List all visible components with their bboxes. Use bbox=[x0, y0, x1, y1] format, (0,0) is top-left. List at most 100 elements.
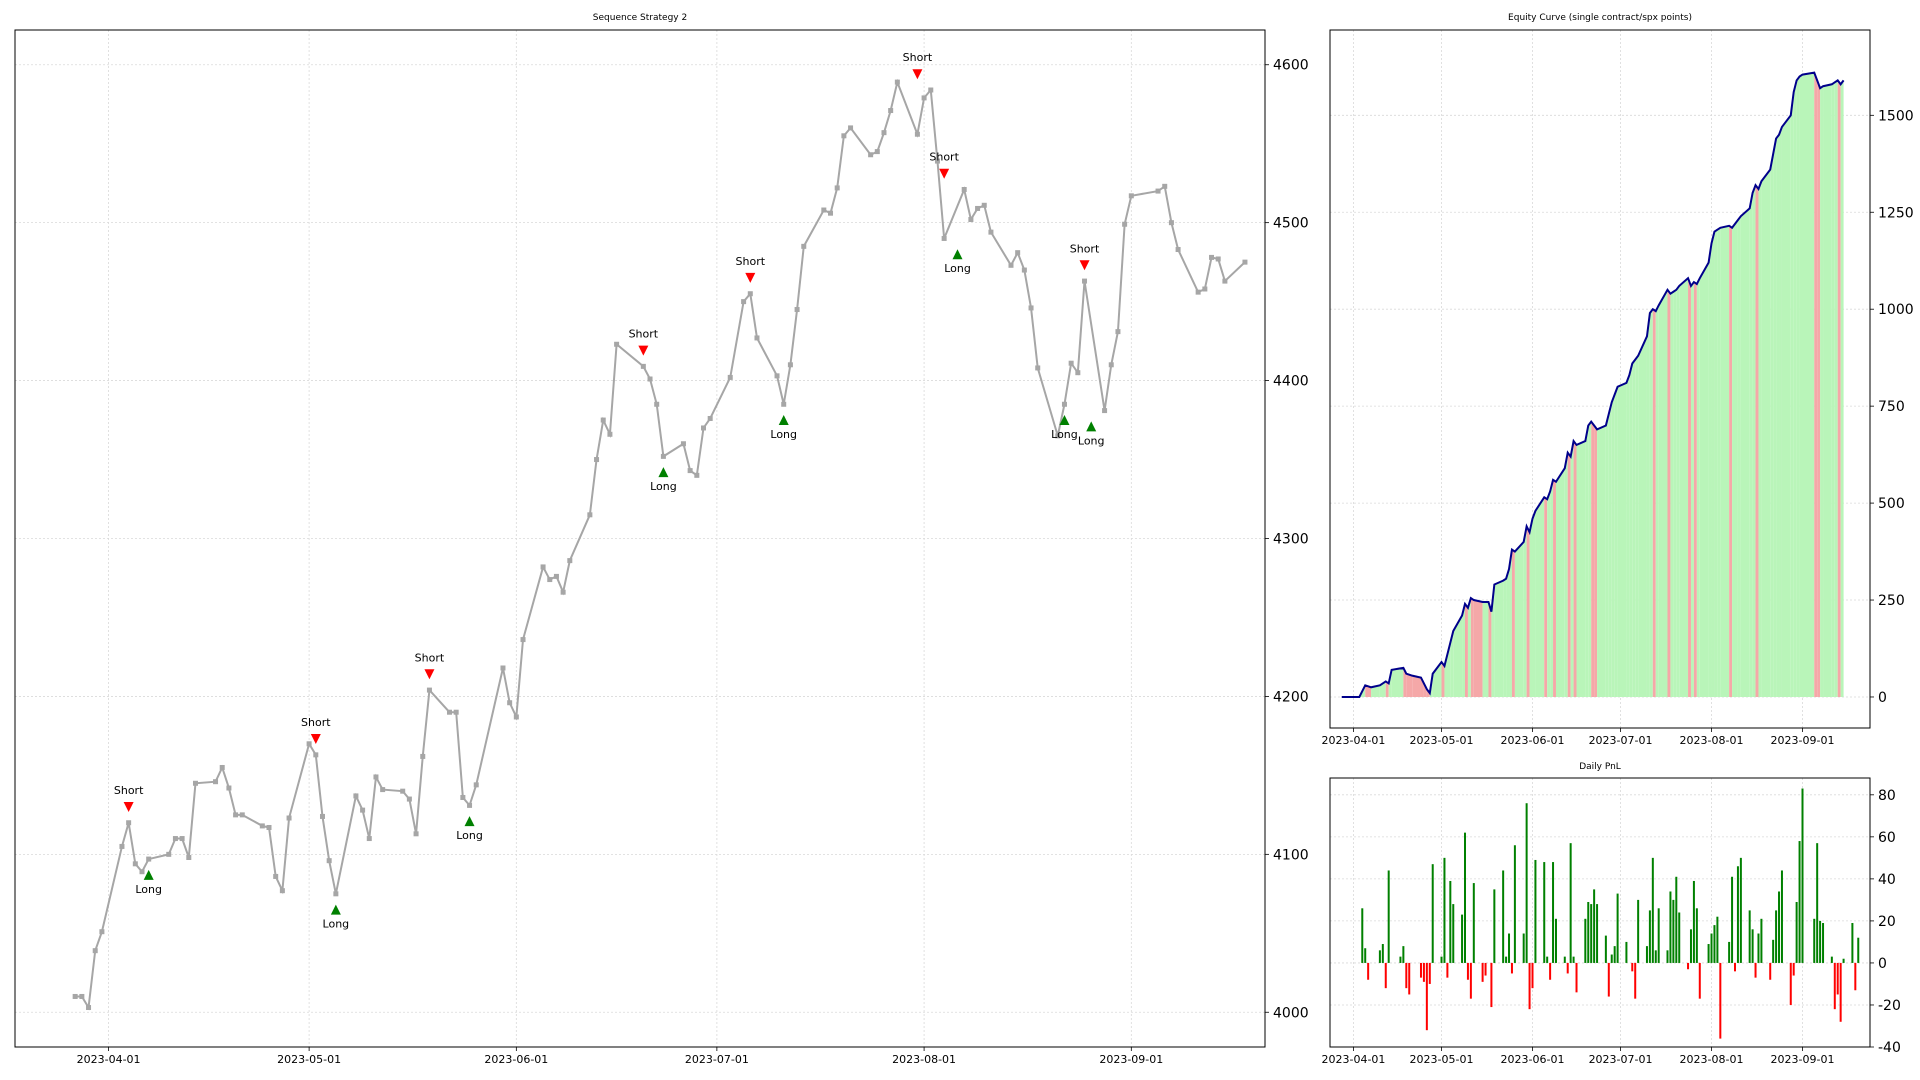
pnl-bar-positive bbox=[1493, 889, 1496, 963]
long-marker bbox=[952, 249, 963, 260]
equity-line bbox=[1341, 71, 1845, 698]
equity-fill-segment bbox=[1509, 549, 1512, 697]
pnl-bar-positive bbox=[1757, 933, 1760, 963]
y-tick-label: 1500 bbox=[1878, 108, 1914, 124]
equity-fill-segment bbox=[1564, 452, 1568, 697]
pnl-bar-positive bbox=[1534, 859, 1537, 963]
price-chart-panel: Sequence Strategy 2 2023-04-01 2023-05-01… bbox=[14, 13, 1309, 1066]
price-chart: 2023-04-01 2023-05-01 2023-06-01 2023-07-01… bbox=[14, 29, 1309, 1066]
equity-fill-segment bbox=[1688, 278, 1691, 697]
equity-fill-segment bbox=[1567, 452, 1571, 697]
price-point bbox=[587, 512, 593, 518]
pnl-bar-negative bbox=[1769, 962, 1772, 980]
price-point bbox=[319, 813, 325, 819]
equity-fill-segment bbox=[1752, 185, 1756, 697]
price-point bbox=[179, 836, 185, 842]
equity-chart-title: Equity Curve (single contract/spx points… bbox=[1508, 13, 1692, 23]
pnl-bar-positive bbox=[1464, 832, 1466, 963]
price-point bbox=[172, 836, 178, 842]
price-point bbox=[1195, 289, 1201, 295]
equity-fill-segment bbox=[1453, 615, 1463, 697]
price-point bbox=[654, 401, 660, 407]
y-tick-label: 4600 bbox=[1273, 58, 1309, 74]
price-point bbox=[1128, 193, 1134, 199]
price-point bbox=[1015, 250, 1021, 256]
equity-fill-segment bbox=[1717, 227, 1721, 697]
pnl-bar-positive bbox=[1713, 925, 1716, 963]
pnl-bar-positive bbox=[1381, 944, 1384, 963]
price-point bbox=[821, 207, 827, 213]
pnl-bar-positive bbox=[1399, 956, 1402, 963]
price-point bbox=[239, 812, 245, 818]
axes-frame bbox=[1329, 777, 1871, 1048]
y-tick-label: 750 bbox=[1878, 399, 1905, 415]
pnl-bar-negative bbox=[1792, 962, 1795, 976]
price-point bbox=[794, 307, 800, 313]
equity-fill-segment bbox=[1758, 181, 1762, 697]
price-point bbox=[680, 441, 686, 447]
price-point bbox=[828, 210, 834, 216]
pnl-bar-positive bbox=[1775, 910, 1778, 963]
price-point bbox=[754, 335, 760, 341]
equity-fill-segment bbox=[1646, 313, 1650, 697]
pnl-bar-positive bbox=[1748, 910, 1751, 963]
price-point bbox=[841, 133, 847, 139]
x-tick-label: 2023-06-01 bbox=[484, 1053, 548, 1066]
price-point bbox=[968, 217, 974, 223]
pnl-bar-positive bbox=[1572, 956, 1575, 963]
long-marker bbox=[778, 415, 789, 426]
pnl-bar-positive bbox=[1813, 918, 1816, 963]
short-label: Short bbox=[415, 651, 445, 664]
x-tick-label: 2023-05-01 bbox=[1410, 734, 1474, 747]
long-marker bbox=[143, 869, 154, 880]
axes-frame bbox=[1329, 29, 1871, 729]
price-point bbox=[79, 993, 85, 999]
equity-fill-segment bbox=[1667, 289, 1671, 697]
pnl-bar-negative bbox=[1854, 962, 1857, 991]
price-point bbox=[333, 891, 339, 897]
equity-fill-segment bbox=[1514, 541, 1524, 697]
price-point bbox=[600, 417, 606, 423]
equity-fill-segment bbox=[1720, 225, 1730, 697]
pnl-bar-negative bbox=[1428, 962, 1431, 984]
price-point bbox=[540, 564, 546, 570]
pnl-bar-positive bbox=[1692, 880, 1695, 963]
pnl-bar-positive bbox=[1378, 950, 1381, 963]
price-point bbox=[1035, 365, 1041, 371]
price-point bbox=[560, 589, 566, 595]
equity-fill-segment bbox=[1823, 84, 1832, 697]
price-point bbox=[727, 374, 733, 380]
equity-fill-segment bbox=[1450, 631, 1454, 697]
price-point bbox=[473, 782, 479, 788]
pnl-bar-positive bbox=[1830, 956, 1833, 963]
equity-fill-segment bbox=[1779, 126, 1782, 697]
equity-fill-segment bbox=[1503, 578, 1507, 697]
pnl-bar-negative bbox=[1528, 962, 1531, 1010]
price-point bbox=[747, 291, 753, 297]
equity-fill-segment bbox=[1403, 667, 1407, 697]
price-point bbox=[132, 861, 138, 867]
price-point bbox=[259, 823, 265, 829]
price-point bbox=[1222, 278, 1228, 284]
long-label: Long bbox=[323, 918, 350, 931]
price-point bbox=[567, 558, 573, 564]
x-tick-label: 2023-09-01 bbox=[1771, 1053, 1835, 1066]
equity-fill-segment bbox=[1749, 192, 1753, 697]
pnl-bar-positive bbox=[1822, 923, 1825, 963]
equity-fill-segment bbox=[1817, 80, 1821, 697]
x-tick-label: 2023-04-01 bbox=[77, 1053, 141, 1066]
price-point bbox=[306, 741, 312, 747]
pnl-bar-positive bbox=[1604, 935, 1607, 963]
equity-fill-segment bbox=[1820, 86, 1824, 697]
price-point bbox=[868, 152, 874, 158]
equity-fill-segment bbox=[1629, 363, 1633, 697]
y-tick-label: 0 bbox=[1878, 956, 1887, 972]
price-point bbox=[1108, 362, 1114, 368]
x-tick-label: 2023-09-01 bbox=[1099, 1053, 1163, 1066]
equity-fill-segment bbox=[1573, 441, 1577, 697]
price-point bbox=[975, 205, 981, 211]
equity-fill-segment bbox=[1690, 282, 1694, 697]
price-point bbox=[1055, 433, 1061, 439]
equity-fill-segment bbox=[1658, 289, 1668, 697]
pnl-bar-positive bbox=[1819, 920, 1822, 963]
